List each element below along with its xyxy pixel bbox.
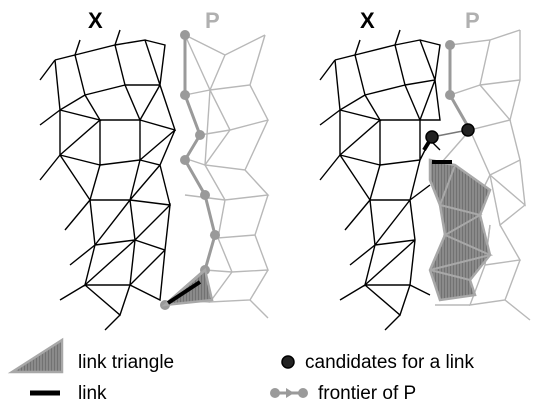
legend-link-triangle-label: link triangle xyxy=(78,352,174,373)
legend-frontier-label: frontier of P xyxy=(318,383,416,404)
legend-candidates-label: candidates for a link xyxy=(305,352,474,373)
frontier-node xyxy=(180,30,190,40)
frontier-node xyxy=(210,230,220,240)
candidate-node xyxy=(425,130,439,144)
candidate-node xyxy=(461,123,475,137)
frontier-node xyxy=(180,90,190,100)
mesh-x-left xyxy=(39,29,177,331)
label-x-left: X xyxy=(88,8,103,33)
legend-link-label: link xyxy=(78,383,107,404)
legend-link-triangle-icon xyxy=(7,337,64,374)
label-p-left: P xyxy=(205,8,220,33)
frontier-right xyxy=(448,45,472,131)
frontier-node xyxy=(200,190,210,200)
mesh-x-right xyxy=(319,29,441,331)
link-triangles-right xyxy=(428,158,492,302)
legend-frontier-icon xyxy=(270,388,308,398)
frontier-node xyxy=(195,130,205,140)
link-left xyxy=(166,280,202,305)
frontier-left xyxy=(164,35,217,307)
left-panel: X P xyxy=(39,8,270,331)
label-x-right: X xyxy=(360,8,375,33)
frontier-node xyxy=(445,90,455,100)
mesh-p-left xyxy=(174,34,270,319)
legend: link triangle link candidates for a link… xyxy=(7,337,474,404)
legend-candidate-icon xyxy=(281,355,295,369)
right-panel: X P xyxy=(319,8,531,331)
label-p-right: P xyxy=(465,8,480,33)
frontier-node xyxy=(180,155,190,165)
frontier-node xyxy=(445,40,455,50)
